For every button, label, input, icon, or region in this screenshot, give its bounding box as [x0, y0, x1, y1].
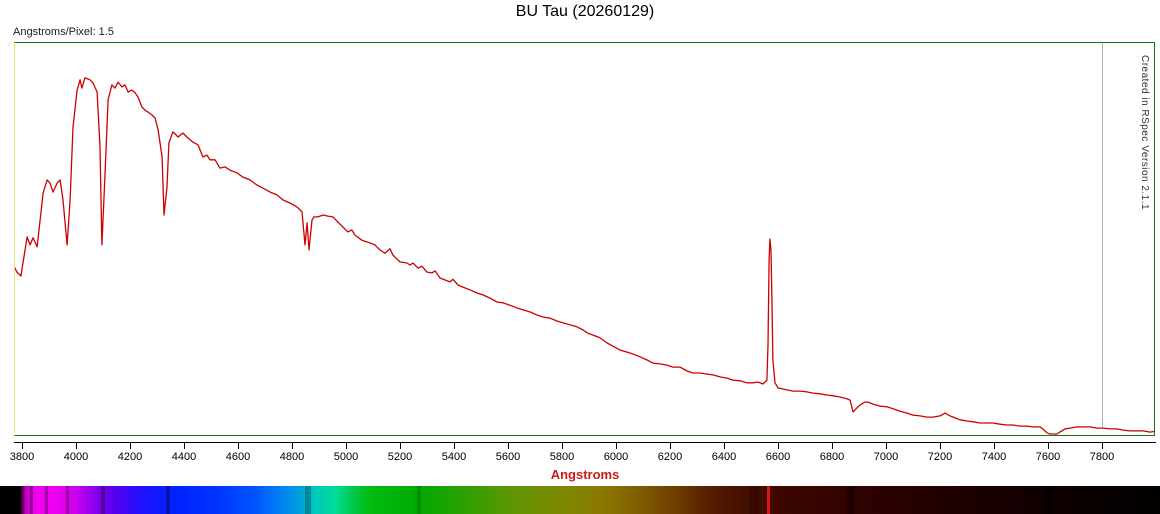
- axis-tick-label: 4000: [63, 451, 89, 463]
- axis-tick-label: 4800: [279, 451, 305, 463]
- x-axis: 3800 4000 4200 4400 4600 4800 5000 5200 5400 5600…: [10, 442, 1156, 466]
- axis-tick: [346, 443, 347, 449]
- x-axis-line: [14, 442, 1156, 443]
- axis-tick-label: 6600: [765, 451, 791, 463]
- axis-tick-label: 7400: [981, 451, 1007, 463]
- axis-tick-label: 3800: [9, 451, 35, 463]
- axis-tick: [724, 443, 725, 449]
- axis-tick: [22, 443, 23, 449]
- axis-tick-label: 4600: [225, 451, 251, 463]
- spectral-line-marker: [748, 486, 759, 514]
- axis-tick-label: 7000: [873, 451, 899, 463]
- spectrum-line: [15, 77, 1154, 435]
- axis-tick: [616, 443, 617, 449]
- axis-tick: [670, 443, 671, 449]
- axis-tick: [940, 443, 941, 449]
- axis-tick-label: 6400: [711, 451, 737, 463]
- x-axis-title: Angstroms: [550, 467, 620, 482]
- axis-tick: [76, 443, 77, 449]
- axis-tick: [1048, 443, 1049, 449]
- axis-tick-label: 7200: [927, 451, 953, 463]
- spectral-line-marker: [101, 486, 106, 514]
- axis-tick-label: 6200: [657, 451, 683, 463]
- axis-tick-label: 4400: [171, 451, 197, 463]
- spectral-line-marker: [44, 486, 48, 514]
- synthesized-spectrum-colorbar: [0, 486, 1160, 514]
- axis-tick-label: 5000: [333, 451, 359, 463]
- axis-tick: [508, 443, 509, 449]
- axis-tick: [1102, 443, 1103, 449]
- chart-title: BU Tau (20260129): [515, 3, 655, 20]
- axis-tick: [778, 443, 779, 449]
- axis-tick-label: 5800: [549, 451, 575, 463]
- spectral-line-marker: [305, 486, 312, 514]
- axis-tick: [238, 443, 239, 449]
- spectral-line-marker: [29, 486, 33, 514]
- axis-tick-label: 4200: [117, 451, 143, 463]
- axis-tick-label: 5400: [441, 451, 467, 463]
- spectral-line-marker: [847, 486, 855, 514]
- axis-tick: [130, 443, 131, 449]
- spectral-line-marker: [1043, 486, 1053, 514]
- spectral-line-marker: [766, 486, 770, 514]
- axis-tick: [994, 443, 995, 449]
- plot-area: Created in RSpec Version 2.1.1: [14, 42, 1155, 436]
- spectral-line-marker: [165, 486, 170, 514]
- cursor-line: [1102, 43, 1103, 429]
- axis-tick-label: 6000: [603, 451, 629, 463]
- axis-tick-label: 5600: [495, 451, 521, 463]
- axis-tick: [886, 443, 887, 449]
- axis-tick-label: 5200: [387, 451, 413, 463]
- spectrum-line-svg: [15, 77, 1154, 435]
- axis-tick: [562, 443, 563, 449]
- angstroms-per-pixel-label: Angstroms/Pixel: 1.5: [13, 26, 114, 38]
- axis-tick-label: 7600: [1035, 451, 1061, 463]
- axis-tick: [292, 443, 293, 449]
- spectral-line-marker: [66, 486, 70, 514]
- axis-tick: [832, 443, 833, 449]
- watermark-vertical-text: Created in RSpec Version 2.1.1: [1139, 55, 1150, 211]
- spectral-line-marker: [416, 486, 421, 514]
- axis-tick-label: 6800: [819, 451, 845, 463]
- axis-tick-label: 7800: [1089, 451, 1115, 463]
- axis-tick: [400, 443, 401, 449]
- axis-tick: [454, 443, 455, 449]
- axis-tick: [184, 443, 185, 449]
